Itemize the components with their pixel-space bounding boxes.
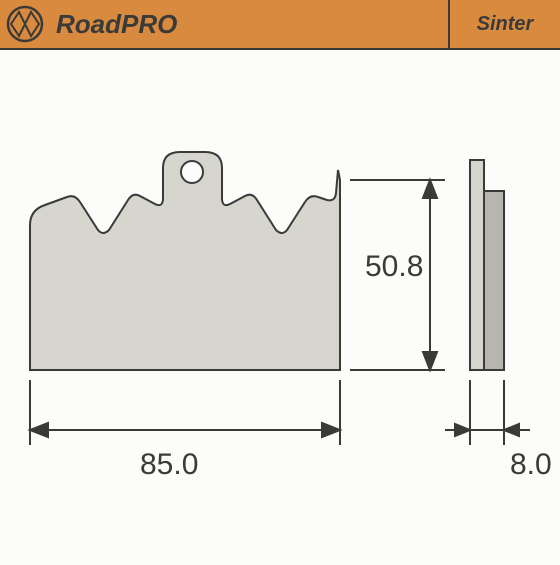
logo-icon [0,4,50,44]
dimension-height-label: 50.8 [365,250,423,284]
dimension-thickness [445,380,530,445]
brake-pad-front-view [30,152,340,370]
header-bar: RoadPRO Sinter [0,0,560,50]
brake-pad-side-view [470,160,504,370]
title-prefix: Road [56,9,121,39]
dimension-thickness-label: 8.0 [510,448,552,482]
product-subtitle: Sinter [450,13,560,36]
product-title: RoadPRO [50,9,448,40]
dimension-width [30,380,340,445]
dimension-width-label: 85.0 [140,448,198,482]
technical-diagram: 85.0 50.8 8.0 [0,50,560,560]
title-bold: PRO [121,9,177,39]
